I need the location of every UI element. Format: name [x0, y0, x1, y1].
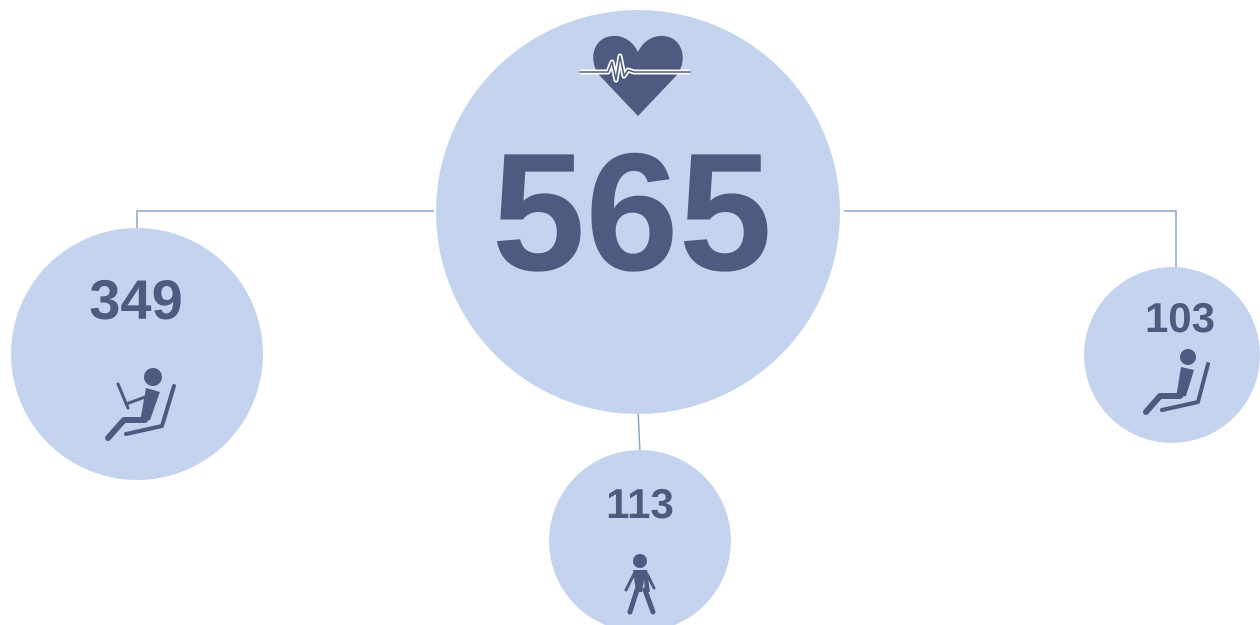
connector	[136, 210, 434, 232]
heart-icon	[579, 35, 691, 116]
driver-icon	[105, 368, 176, 441]
total-circle	[436, 10, 840, 414]
passenger-circle	[1084, 267, 1260, 443]
node-value: 113	[606, 480, 674, 527]
driver-circle	[11, 228, 263, 480]
pedestrian-icon	[624, 554, 656, 615]
pedestrian-circle	[549, 450, 731, 625]
node-value: 103	[1145, 294, 1215, 341]
connector	[844, 210, 1177, 268]
total-value: 565	[492, 118, 772, 306]
passenger-icon	[1143, 349, 1210, 415]
node-value: 349	[89, 268, 182, 331]
connector	[637, 407, 641, 455]
